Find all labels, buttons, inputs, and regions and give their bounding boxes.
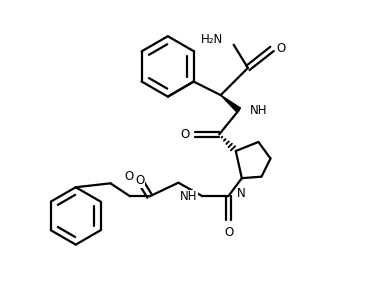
Text: N: N [237, 187, 246, 200]
Text: O: O [180, 128, 190, 141]
Text: O: O [135, 174, 144, 187]
Text: NH: NH [250, 104, 268, 117]
Text: O: O [224, 226, 233, 239]
Polygon shape [221, 95, 240, 112]
Text: O: O [277, 42, 286, 56]
Text: H₂N: H₂N [200, 33, 223, 46]
Text: O: O [125, 170, 134, 183]
Text: NH: NH [180, 190, 197, 203]
